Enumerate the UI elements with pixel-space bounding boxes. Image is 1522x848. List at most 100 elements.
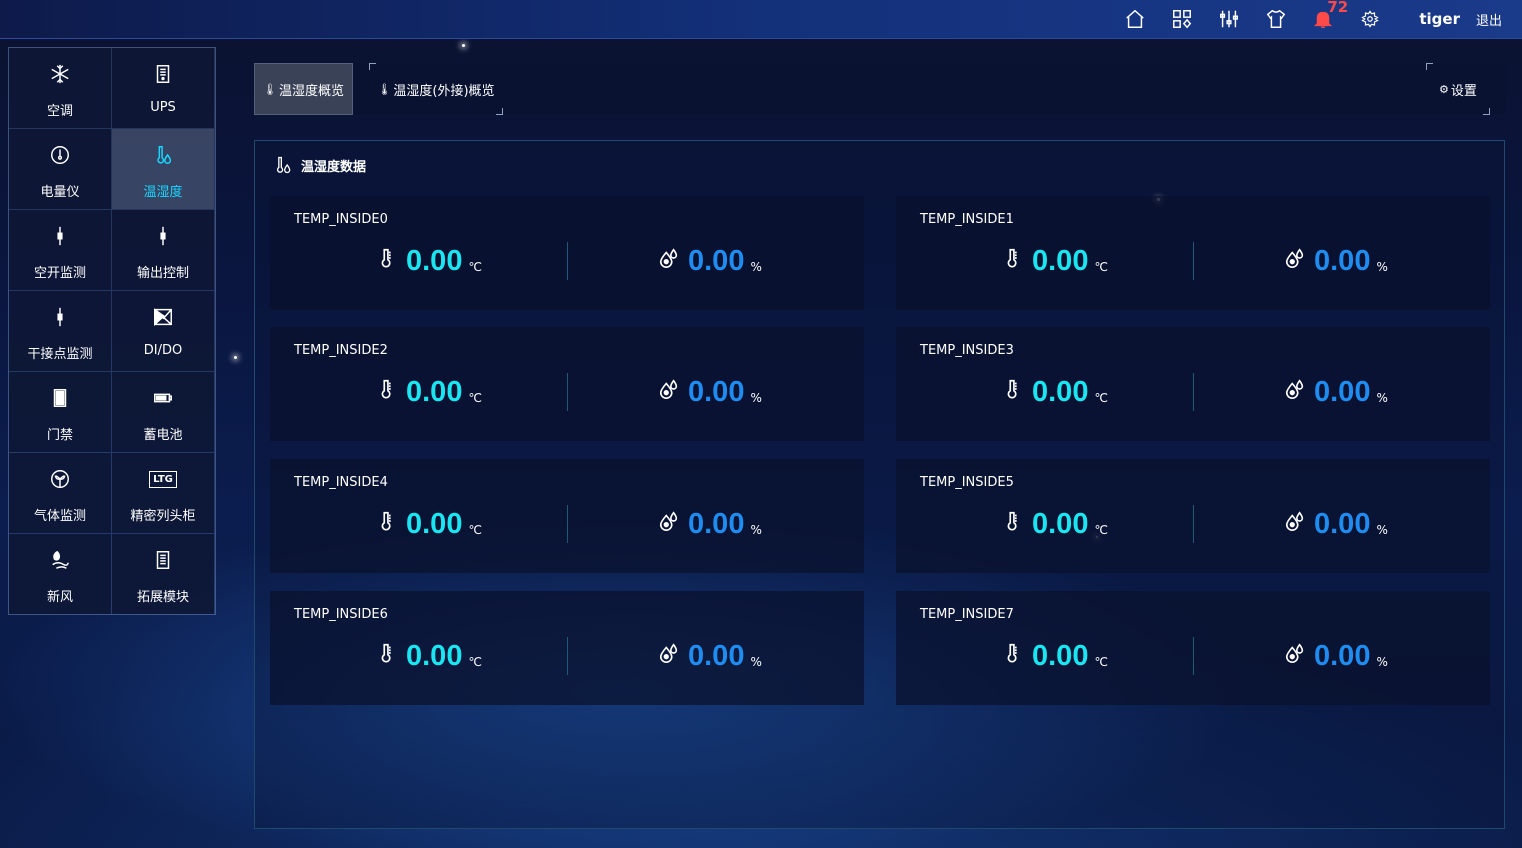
gas-icon: [48, 467, 72, 491]
humidity-reading: 0.00%: [1284, 507, 1388, 541]
sidebar-item-extension-module[interactable]: 拓展模块: [112, 534, 214, 614]
divider: [1193, 505, 1194, 543]
sidebar-item-ac[interactable]: 空调: [9, 48, 111, 128]
home-icon[interactable]: [1111, 0, 1158, 38]
humidity-drops-icon: [658, 377, 680, 405]
sidebar-item-breaker-monitor[interactable]: 空开监测: [9, 210, 111, 290]
tab-external-temp-humidity-overview[interactable]: 🌡 温湿度(外接)概览: [369, 63, 503, 115]
sidebar-item-label: 电量仪: [40, 185, 80, 200]
sensor-name: TEMP_INSIDE3: [920, 343, 1014, 358]
humidity-reading: 0.00%: [1284, 375, 1388, 409]
humidity-value: 0.00: [688, 640, 745, 672]
sensor-name: TEMP_INSIDE2: [294, 343, 388, 358]
grid-icon[interactable]: [1158, 0, 1205, 38]
temperature-unit: ℃: [1094, 655, 1108, 669]
thermo-humidity-icon: [276, 156, 291, 174]
shirt-icon[interactable]: [1252, 0, 1299, 38]
thermometer-icon: [376, 641, 398, 669]
sidebar-item-label: 门禁: [46, 428, 73, 443]
logout-button[interactable]: 退出: [1475, 13, 1502, 29]
temperature-value: 0.00: [1032, 508, 1089, 540]
temperature-value: 0.00: [1032, 376, 1089, 408]
sensor-card: TEMP_INSIDE7 0.00 ℃ 0.00%: [896, 591, 1490, 705]
sliders-icon[interactable]: [1205, 0, 1252, 38]
fresh-air-icon: [48, 548, 72, 572]
sensor-name: TEMP_INSIDE6: [294, 607, 388, 622]
temperature-reading: 0.00 ℃: [1002, 244, 1108, 278]
sidebar-item-label: 精密列头柜: [130, 509, 196, 524]
temperature-unit: ℃: [1094, 523, 1108, 537]
divider: [567, 505, 568, 543]
tab-label: 温湿度概览: [278, 83, 344, 99]
sidebar-item-battery[interactable]: 蓄电池: [112, 372, 214, 452]
temperature-value: 0.00: [406, 376, 463, 408]
sensor-name: TEMP_INSIDE5: [920, 475, 1014, 490]
humidity-value: 0.00: [688, 376, 745, 408]
humidity-unit: %: [1376, 523, 1388, 537]
divider: [1193, 637, 1194, 675]
humidity-value: 0.00: [1314, 640, 1371, 672]
temperature-unit: ℃: [468, 523, 482, 537]
panel-title: 温湿度数据: [273, 155, 366, 175]
humidity-drops-icon: [658, 246, 680, 274]
sensor-name: TEMP_INSIDE4: [294, 475, 388, 490]
thermometer-icon: [1002, 377, 1024, 405]
humidity-reading: 0.00%: [658, 507, 762, 541]
ltg-icon: LTG: [148, 467, 178, 491]
username: tiger: [1419, 10, 1460, 28]
humidity-drops-icon: [1284, 509, 1306, 537]
temperature-value: 0.00: [406, 508, 463, 540]
humidity-reading: 0.00%: [1284, 244, 1388, 278]
sidebar-item-dry-contact[interactable]: 干接点监测: [9, 291, 111, 371]
sidebar-item-temp-humidity[interactable]: 温湿度: [112, 129, 214, 209]
sidebar-item-label: DI/DO: [143, 343, 183, 358]
temp-humidity-panel: 温湿度数据 TEMP_INSIDE0 0.00 ℃ 0.00% TEMP_INSIDE1…: [254, 140, 1505, 829]
sidebar-item-label: UPS: [150, 100, 176, 115]
humidity-unit: %: [1376, 391, 1388, 405]
gear-icon[interactable]: [1346, 0, 1393, 38]
switch-icon: [48, 224, 72, 248]
humidity-reading: 0.00%: [658, 375, 762, 409]
sidebar-item-dido[interactable]: DI/DO: [112, 291, 214, 371]
sensor-card: TEMP_INSIDE4 0.00 ℃ 0.00%: [270, 459, 864, 573]
sidebar-item-fresh-air[interactable]: 新风: [9, 534, 111, 614]
sidebar-item-access-control[interactable]: 门禁: [9, 372, 111, 452]
switch-icon: [48, 305, 72, 329]
sidebar-item-gas-monitor[interactable]: 气体监测: [9, 453, 111, 533]
humidity-unit: %: [750, 391, 762, 405]
door-icon: [48, 386, 72, 410]
humidity-reading: 0.00%: [658, 244, 762, 278]
sidebar-item-output-control[interactable]: 输出控制: [112, 210, 214, 290]
thermo-humidity-icon: [151, 143, 175, 167]
sidebar-item-ups[interactable]: UPS: [112, 48, 214, 128]
humidity-drops-icon: [1284, 246, 1306, 274]
humidity-drops-icon: [658, 509, 680, 537]
humidity-reading: 0.00%: [1284, 639, 1388, 673]
sidebar: 空调 UPS 电量仪 温湿度 空开监测 输出控制 干接点监测 DI/DO 门禁 …: [8, 47, 216, 615]
sensor-card: TEMP_INSIDE1 0.00 ℃ 0.00%: [896, 196, 1490, 310]
battery-icon: [151, 386, 175, 410]
module-icon: [151, 548, 175, 572]
sensor-card: TEMP_INSIDE0 0.00 ℃ 0.00%: [270, 196, 864, 310]
sidebar-item-power-meter[interactable]: 电量仪: [9, 129, 111, 209]
thermometer-icon: [1002, 641, 1024, 669]
temperature-unit: ℃: [1094, 260, 1108, 274]
humidity-unit: %: [750, 655, 762, 669]
bell-icon[interactable]: 72: [1299, 0, 1349, 38]
temperature-reading: 0.00 ℃: [376, 244, 482, 278]
sensor-card: TEMP_INSIDE6 0.00 ℃ 0.00%: [270, 591, 864, 705]
sidebar-item-precision-cabinet[interactable]: LTG 精密列头柜: [112, 453, 214, 533]
ups-icon: [151, 62, 175, 86]
meter-icon: [48, 143, 72, 167]
thermometer-icon: [376, 509, 398, 537]
temperature-unit: ℃: [1094, 391, 1108, 405]
sidebar-item-label: 拓展模块: [136, 590, 189, 605]
temperature-reading: 0.00 ℃: [376, 507, 482, 541]
humidity-value: 0.00: [1314, 376, 1371, 408]
temperature-value: 0.00: [406, 245, 463, 277]
settings-button[interactable]: ⚙ 设置: [1426, 63, 1490, 115]
sensor-card: TEMP_INSIDE5 0.00 ℃ 0.00%: [896, 459, 1490, 573]
alarm-count-badge: 72: [1327, 0, 1349, 16]
tab-label: 温湿度(外接)概览: [393, 83, 495, 99]
tab-temp-humidity-overview[interactable]: 🌡 温湿度概览: [254, 63, 353, 115]
